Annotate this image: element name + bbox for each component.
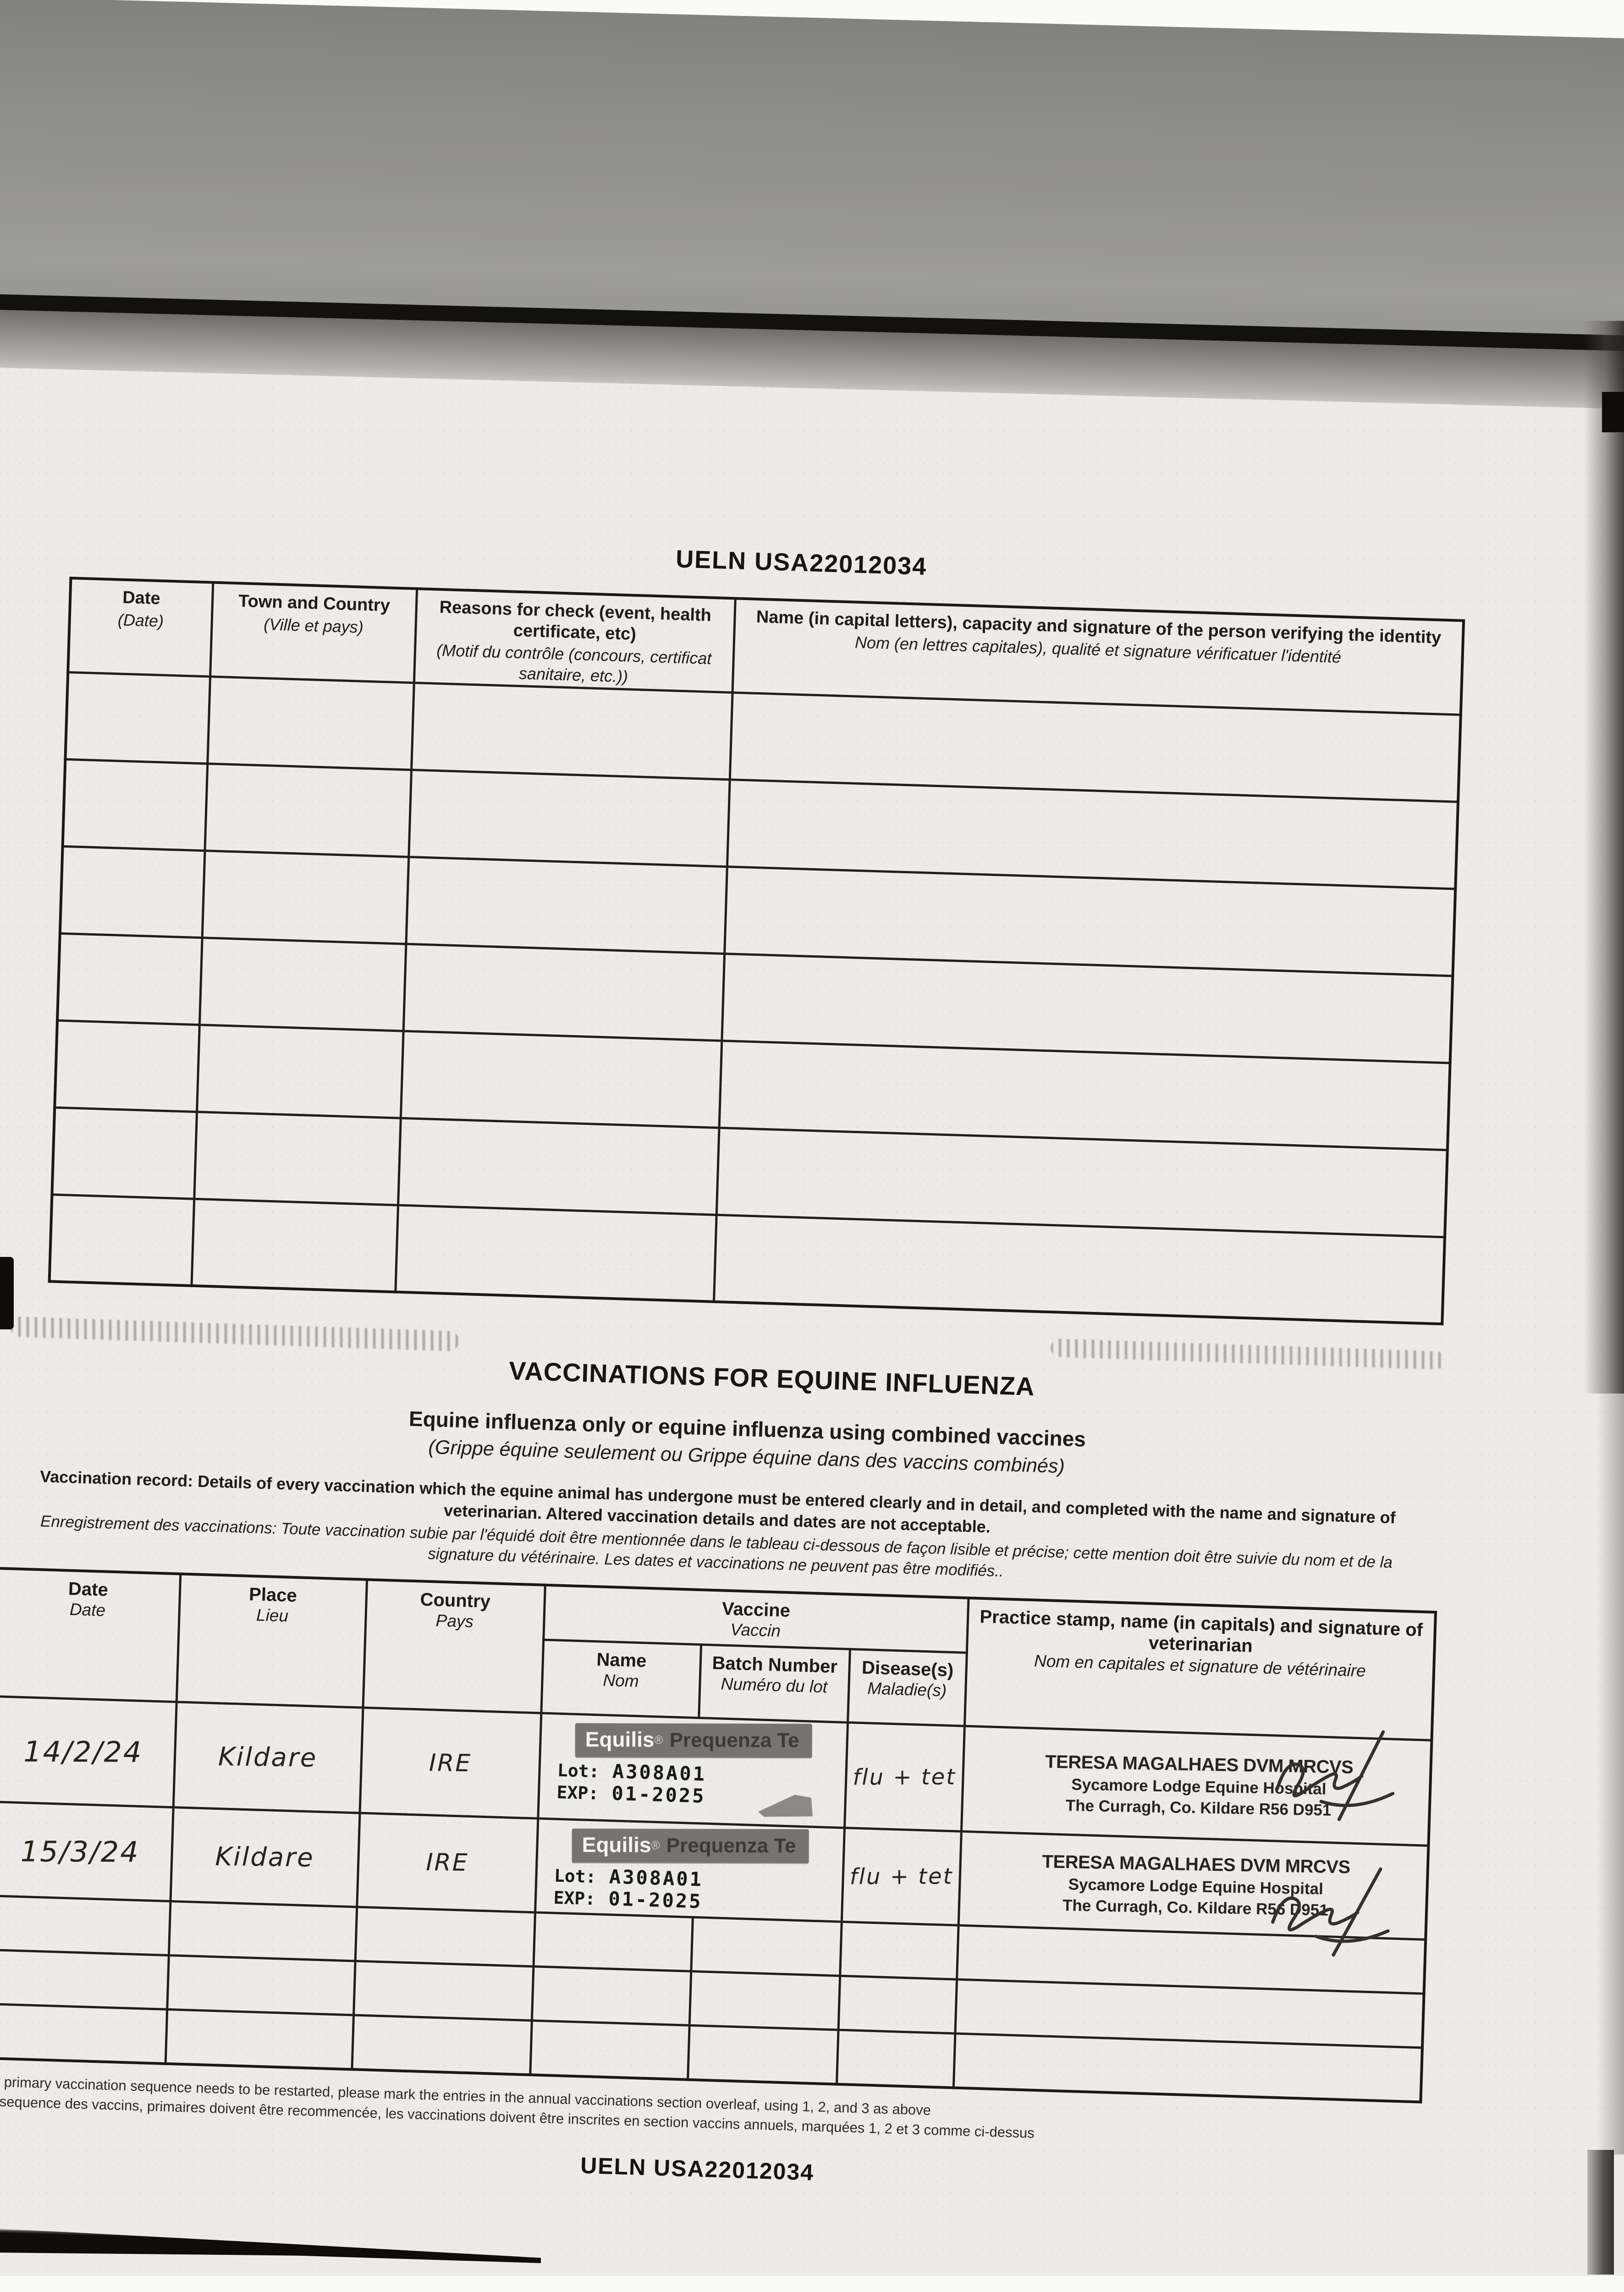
header-diseases-en: Disease(s) [861, 1658, 954, 1681]
scan-artifact-right-shadow [1584, 321, 1624, 1394]
header-reasons: Reasons for check (event, health certifi… [413, 589, 735, 693]
header-town-country: Town and Country (Ville et pays) [210, 582, 417, 683]
row2-vaccine-cell: Equilis® Prequenza Te Lot: A308A01 EXP: 01-… [535, 1818, 845, 1922]
row2-vaccine-sticker: Equilis® Prequenza Te [572, 1829, 809, 1863]
row1-vaccine-cell: Equilis® Prequenza Te Lot: A308A01 EXP: 01-… [538, 1713, 848, 1828]
row1-exp-label: EXP: [556, 1782, 599, 1804]
row1-practice-stamp-cell: TERESA MAGALHAES DVM MRCVS Sycamore Lodg… [961, 1726, 1432, 1846]
header-date: Date (Date) [68, 578, 213, 677]
header-vaccine-name-fr: Nom [602, 1670, 639, 1691]
header-reasons-en: Reasons for check (event, health certifi… [439, 597, 712, 644]
row1-exp-value: 01-2025 [611, 1782, 706, 1808]
scan-artifact-top-gray [0, 0, 1624, 410]
row1-date-cell: 14/2/24 [0, 1696, 176, 1807]
row2-lot-block: Lot: A308A01 EXP: 01-2025 [553, 1864, 842, 1917]
row1-vaccine-sticker: Equilis® Prequenza Te [575, 1723, 812, 1758]
vaccination-table: Date Date Place Lieu Country Pays Vaccin… [0, 1566, 1437, 2104]
row2-date-handwriting: 15/3/24 [20, 1835, 140, 1869]
header-vacc-country: Country Pays [363, 1579, 545, 1713]
header-diseases: Disease(s) Maladie(s) [848, 1649, 967, 1726]
row2-exp-value: 01-2025 [608, 1887, 703, 1913]
row2-sticker-product: Prequenza Te [666, 1834, 796, 1857]
header-date-fr: (Date) [117, 610, 164, 630]
scan-artifact-left-mark [0, 1257, 14, 1329]
row1-disease-handwriting: flu + tet [853, 1763, 956, 1790]
row1-country-handwriting: IRE [429, 1749, 472, 1777]
row2-sticker-brand: Equilis [582, 1833, 651, 1857]
header-practice-stamp: Practice stamp, name (in capitals) and s… [964, 1598, 1436, 1741]
header-batch-number: Batch Number Numéro du lot [699, 1644, 850, 1723]
row2-country-cell: IRE [357, 1813, 538, 1912]
vaccination-row-1: 14/2/24 Kildare IRE Equilis® Prequenza Te… [0, 1696, 1432, 1846]
row2-lot-value: A308A01 [609, 1865, 704, 1891]
header-reasons-fr: (Motif du contrôle (concours, certificat… [436, 640, 712, 686]
row2-disease-handwriting: flu + tet [849, 1863, 953, 1890]
row2-exp-label: EXP: [553, 1887, 596, 1909]
row1-place-handwriting: Kildare [218, 1742, 318, 1773]
header-diseases-fr: Maladie(s) [867, 1679, 947, 1700]
header-vaccine-name: Name Nom [541, 1640, 701, 1718]
veterinarian-signature [1276, 1730, 1395, 1821]
row1-place-cell: Kildare [173, 1702, 363, 1813]
row1-sticker-brand: Equilis [585, 1727, 655, 1752]
page-content: UELN USA22012034 Date (Date) Town and Co… [0, 525, 1469, 2204]
row2-place-cell: Kildare [170, 1807, 360, 1907]
scan-artifact-right-shadow-lower [1597, 1394, 1624, 2154]
row2-lot-label: Lot: [554, 1865, 597, 1887]
header-vacc-place: Place Lieu [176, 1573, 367, 1708]
row1-date-handwriting: 14/2/24 [23, 1735, 143, 1769]
row1-disease-cell: flu + tet [844, 1722, 964, 1832]
header-vacc-date: Date Date [0, 1568, 181, 1702]
row1-sticker-product: Prequenza Te [669, 1729, 799, 1752]
row1-lot-value: A308A01 [612, 1760, 707, 1785]
passport-page [0, 321, 1624, 2276]
row1-lot-label: Lot: [557, 1760, 600, 1782]
header-batch-number-fr: Numéro du lot [721, 1674, 828, 1697]
veterinarian-signature [1271, 1867, 1390, 1957]
registered-mark-icon: ® [654, 1733, 663, 1747]
row2-practice-stamp-cell: TERESA MAGALHAES DVM MRCVS Sycamore Lodg… [958, 1831, 1429, 1957]
header-town-country-fr: (Ville et pays) [263, 614, 364, 637]
vaccination-row-2: 15/3/24 Kildare IRE Equilis® Prequenza Te… [0, 1802, 1429, 1957]
row2-disease-cell: flu + tet [841, 1828, 961, 1926]
scan-artifact-right-bar [1587, 2150, 1614, 2275]
header-date-en: Date [122, 588, 161, 609]
identity-check-table: Date (Date) Town and Country (Ville et p… [48, 577, 1465, 1326]
registered-mark-icon: ® [651, 1838, 660, 1852]
row2-place-handwriting: Kildare [215, 1841, 315, 1873]
row2-date-cell: 15/3/24 [0, 1802, 173, 1901]
row2-country-handwriting: IRE [425, 1848, 469, 1877]
row1-country-cell: IRE [359, 1708, 541, 1819]
scan-artifact-right-notch [1602, 392, 1624, 432]
